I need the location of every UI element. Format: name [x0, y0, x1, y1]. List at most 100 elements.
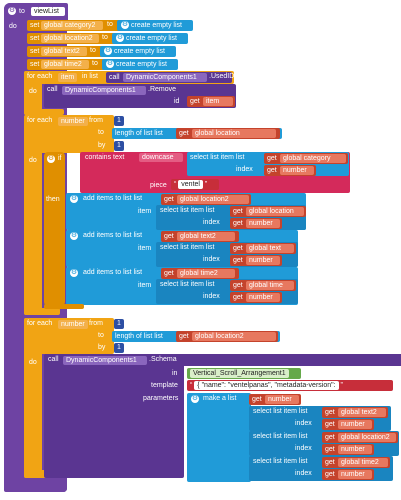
set-label: set: [30, 35, 40, 42]
text-piece-block[interactable]: “ ventel ”: [171, 179, 219, 190]
for-range-do-label: do: [29, 359, 37, 366]
get-source-dropdown[interactable]: global time2: [338, 458, 388, 467]
proc-do-label: do: [9, 23, 17, 30]
call-label: call: [48, 356, 59, 363]
item-variable-field[interactable]: item: [58, 73, 78, 82]
component-block[interactable]: Vertical_Scroll_Arrangement1: [187, 368, 301, 379]
piece-label: piece: [150, 182, 167, 189]
select-list-item-label: select list item list: [253, 458, 308, 465]
get-category-dropdown[interactable]: global category: [280, 154, 346, 163]
then-label: then: [46, 196, 60, 203]
procedure-name-field[interactable]: viewList: [31, 7, 65, 16]
for-each-label: for each: [27, 73, 53, 80]
select-list-item-label: select list item list: [253, 408, 308, 415]
get-source-dropdown[interactable]: global time: [246, 281, 294, 290]
get-label: get: [233, 245, 243, 252]
from-number[interactable]: 1: [114, 116, 124, 126]
get-source-dropdown[interactable]: global text: [246, 244, 294, 253]
length-of-list-label: length of list list: [115, 130, 163, 137]
get-label: get: [325, 459, 335, 466]
gear-icon[interactable]: ⚙: [106, 60, 114, 68]
get-number-dropdown[interactable]: number: [338, 445, 372, 454]
create-empty-list-block[interactable]: create empty list: [117, 20, 193, 31]
call-schema-block[interactable]: [44, 354, 184, 478]
create-empty-list-block[interactable]: create empty list: [112, 33, 188, 44]
select-list-item-label: select list item list: [253, 433, 308, 440]
set-variable-dropdown[interactable]: global text2: [41, 47, 87, 56]
get-number-dropdown[interactable]: number: [338, 420, 372, 429]
get-label: get: [179, 130, 189, 137]
text-block[interactable]: “ { "name": "ventelpanas", "metadata-ver…: [187, 380, 393, 391]
set-to-label: to: [102, 34, 108, 41]
component-dropdown[interactable]: DynamicComponents1: [63, 356, 147, 365]
create-empty-list-block[interactable]: create empty list: [100, 46, 176, 57]
gear-icon[interactable]: ⚙: [191, 395, 199, 403]
number-variable-field[interactable]: number: [58, 117, 88, 126]
add-items-label: add items to list list: [83, 195, 143, 202]
length-of-list-label: length of list list: [115, 333, 163, 340]
for-range-footer: [24, 308, 60, 315]
template-text-field[interactable]: { "name": "ventelpanas", "metadata-versi…: [194, 381, 339, 390]
gear-icon[interactable]: ⚙: [70, 269, 78, 277]
get-list-dropdown[interactable]: global location: [192, 129, 276, 138]
gear-icon[interactable]: ⚙: [104, 47, 112, 55]
get-number-dropdown[interactable]: number: [246, 219, 280, 228]
make-a-list-label: make a list: [203, 395, 237, 402]
get-label: get: [233, 294, 243, 301]
set-variable-dropdown[interactable]: global time2: [41, 60, 89, 69]
gear-icon[interactable]: ⚙: [70, 232, 78, 240]
make-a-list-block[interactable]: [187, 393, 251, 482]
piece-text-field[interactable]: ventel: [178, 180, 203, 189]
get-number-dropdown[interactable]: number: [338, 470, 372, 479]
create-empty-list-block[interactable]: create empty list: [102, 59, 178, 70]
set-variable-dropdown[interactable]: global category2: [41, 21, 103, 30]
create-empty-list-label: create empty list: [116, 61, 167, 68]
method-label: .Remove: [148, 86, 177, 93]
get-label: get: [252, 396, 262, 403]
gear-icon[interactable]: ⚙: [116, 34, 124, 42]
get-number-dropdown[interactable]: number: [246, 293, 280, 302]
get-source-dropdown[interactable]: global location: [246, 207, 304, 216]
select-list-item-label: select list item list: [190, 154, 245, 161]
set-label: set: [30, 48, 40, 55]
from-number[interactable]: 1: [114, 319, 124, 329]
get-label: get: [164, 196, 174, 203]
by-number[interactable]: 1: [114, 141, 124, 151]
get-label: get: [267, 167, 277, 174]
index-label: index: [295, 470, 312, 477]
component-field[interactable]: Vertical_Scroll_Arrangement1: [190, 369, 289, 378]
component-dropdown[interactable]: DynamicComponents1: [62, 86, 146, 95]
number-variable-field[interactable]: number: [58, 320, 88, 329]
get-list-dropdown[interactable]: global location2: [192, 332, 276, 341]
get-source-dropdown[interactable]: global text2: [338, 408, 386, 417]
call-label: call: [47, 86, 58, 93]
gear-icon[interactable]: ⚙: [70, 195, 78, 203]
set-label: set: [30, 22, 40, 29]
get-list-dropdown[interactable]: global time2: [177, 269, 235, 278]
id-label: id: [174, 98, 180, 105]
get-label: get: [233, 208, 243, 215]
get-list-dropdown[interactable]: global location2: [177, 195, 249, 204]
get-source-dropdown[interactable]: global location2: [338, 433, 396, 442]
get-label: get: [325, 446, 335, 453]
index-label: index: [203, 293, 220, 300]
gear-icon[interactable]: ⚙: [47, 155, 55, 163]
for-range-block[interactable]: [24, 318, 42, 478]
get-number-dropdown[interactable]: number: [246, 256, 280, 265]
for-range-block[interactable]: [24, 115, 42, 315]
get-number-dropdown[interactable]: number: [265, 395, 299, 404]
set-variable-dropdown[interactable]: global location2: [41, 34, 99, 43]
gear-icon[interactable]: ⚙: [121, 21, 129, 29]
component-dropdown[interactable]: DynamicComponents1: [123, 73, 207, 82]
get-label: get: [325, 409, 335, 416]
downcase-dropdown[interactable]: downcase: [139, 153, 183, 162]
set-to-label: to: [107, 21, 113, 28]
get-item-dropdown[interactable]: item: [203, 97, 233, 106]
by-number[interactable]: 1: [114, 343, 124, 353]
add-items-label: add items to list list: [83, 232, 143, 239]
get-label: get: [325, 471, 335, 478]
get-list-dropdown[interactable]: global text2: [177, 232, 235, 241]
get-number-dropdown[interactable]: number: [280, 166, 314, 175]
gear-icon[interactable]: ⚙: [8, 7, 16, 15]
if-block[interactable]: [44, 152, 65, 306]
